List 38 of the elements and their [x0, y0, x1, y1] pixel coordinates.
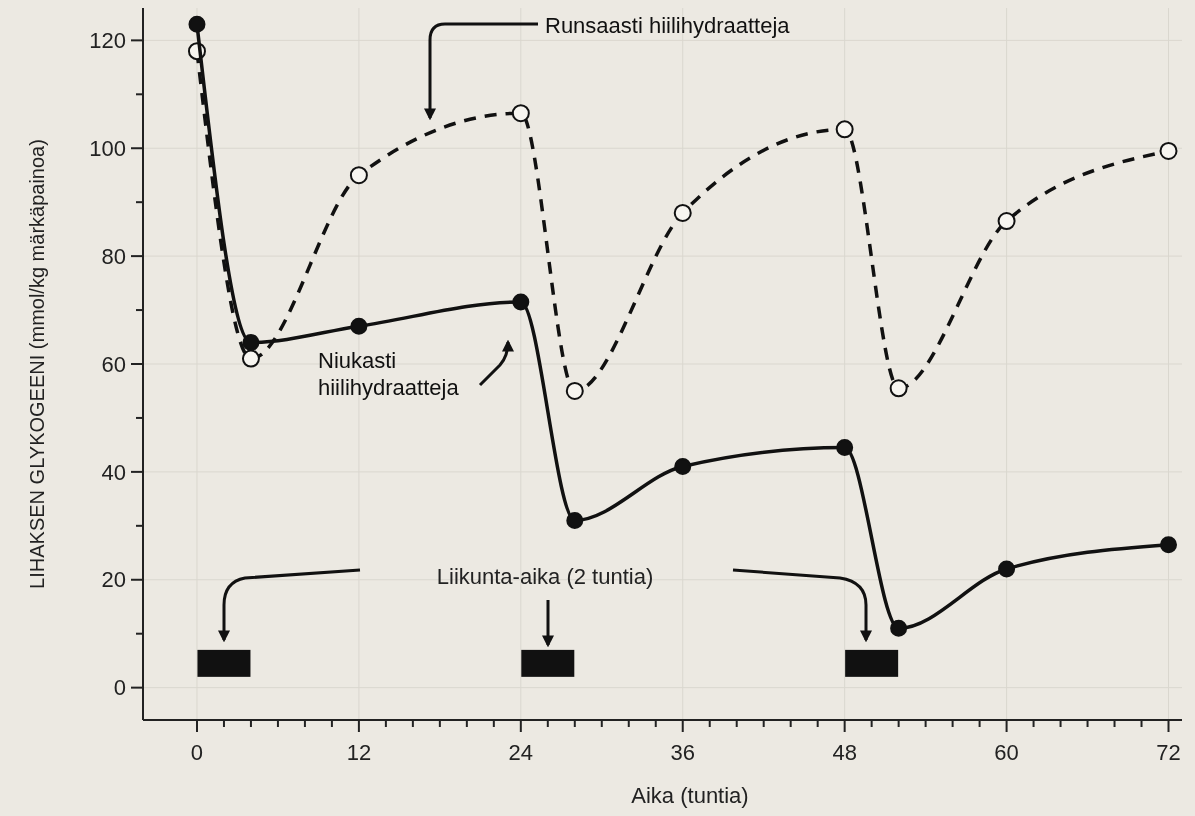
text: Runsaasti hiilihydraatteja — [545, 13, 791, 38]
y-tick-label: 20 — [101, 567, 126, 593]
y-tick-label: 120 — [89, 28, 126, 54]
x-tick-label: 12 — [346, 740, 372, 765]
x-tick-label: 24 — [508, 740, 534, 765]
point — [889, 379, 908, 398]
x-axis-title: Aika (tuntia) — [631, 783, 749, 808]
point — [998, 560, 1016, 578]
point — [1160, 536, 1178, 554]
y-tick-label: 60 — [101, 351, 126, 377]
point — [997, 212, 1016, 231]
y-tick-label: 0 — [113, 675, 126, 701]
legend-label: Niukasti hiilihydraatteja — [318, 348, 460, 400]
point — [566, 511, 584, 529]
point — [349, 166, 368, 185]
x-tick-label: 72 — [1156, 740, 1181, 765]
point — [512, 293, 530, 311]
point — [674, 457, 692, 475]
point — [1159, 141, 1178, 160]
point — [242, 333, 260, 351]
point — [565, 381, 584, 400]
y-tick-label: 80 — [101, 243, 126, 269]
y-tick-label: 100 — [89, 135, 126, 161]
x-tick-label: 0 — [190, 740, 204, 765]
point — [241, 349, 260, 368]
point — [350, 317, 368, 335]
annotation: Liikunta-aika (2 tuntia) — [436, 564, 654, 589]
point — [188, 15, 206, 33]
point — [836, 439, 854, 457]
x-tick-label: 48 — [832, 740, 857, 765]
point — [673, 203, 692, 222]
y-tick-label: 40 — [101, 459, 126, 485]
point — [835, 120, 854, 139]
x-tick-label: 60 — [994, 740, 1019, 765]
y-axis-title: LIHAKSEN GLYKOGEENI (mmol/kg märkäpainoa) — [26, 139, 48, 589]
point — [511, 104, 530, 123]
x-tick-label: 36 — [670, 740, 695, 765]
point — [890, 619, 908, 637]
